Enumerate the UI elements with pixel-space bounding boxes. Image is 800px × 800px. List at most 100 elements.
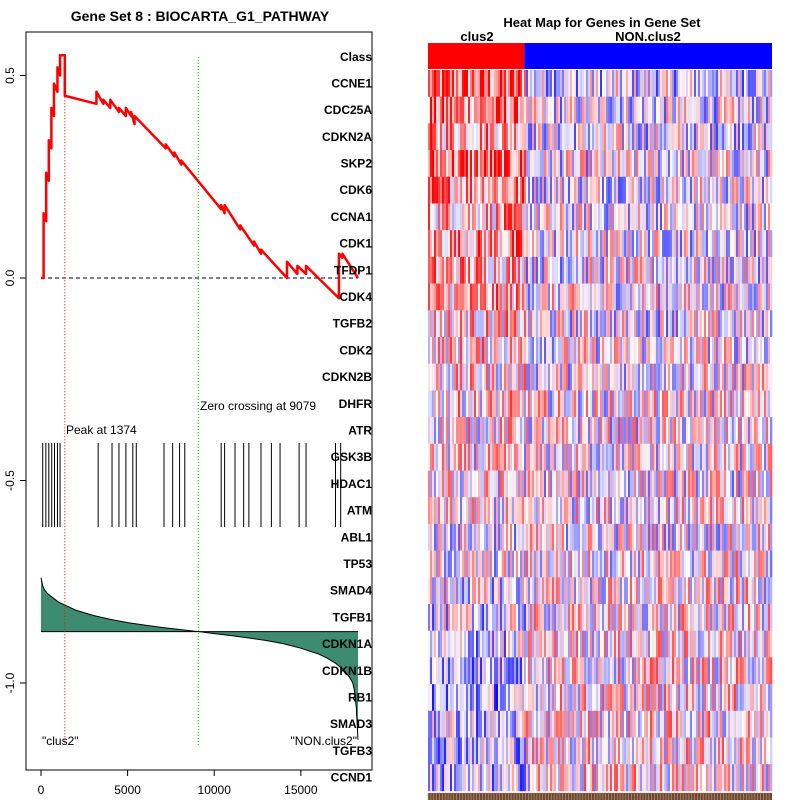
heatmap-cell (452, 256, 455, 284)
heatmap-cell (646, 443, 649, 471)
heatmap-cell (452, 764, 455, 792)
heatmap-cell (732, 283, 735, 311)
heatmap-cell (590, 657, 593, 685)
heatmap-cell (552, 230, 555, 258)
heatmap-cell (714, 764, 717, 792)
heatmap-cell (742, 203, 745, 231)
heatmap-cell (726, 230, 729, 258)
heatmap-cell (626, 337, 629, 364)
heatmap-cell (616, 764, 619, 792)
heatmap-cell (612, 230, 615, 258)
heatmap-cell (724, 657, 727, 685)
heatmap-cell (446, 337, 449, 364)
heatmap-cell (746, 657, 749, 685)
heatmap-cell (680, 390, 683, 418)
heatmap-cell (562, 417, 565, 445)
heatmap-cell (610, 443, 613, 471)
heatmap-cell (610, 577, 613, 605)
heatmap-cell (518, 417, 521, 445)
heatmap-cell (686, 96, 689, 124)
heatmap-cell (652, 283, 655, 311)
heatmap-cell (502, 96, 505, 124)
heatmap-cell (670, 150, 673, 178)
heatmap-cell (550, 630, 553, 658)
heatmap-cell (678, 150, 681, 178)
heatmap-cell (514, 577, 517, 605)
heatmap-cell (520, 176, 523, 204)
heatmap-cell (672, 417, 675, 445)
heatmap-cell (542, 443, 545, 471)
heatmap-cell (688, 417, 691, 445)
heatmap-cell (750, 470, 753, 498)
heatmap-cell (650, 604, 653, 631)
heatmap-cell (578, 417, 581, 445)
heatmap-cell (580, 230, 583, 258)
heatmap-cell (698, 577, 701, 605)
heatmap-cell (676, 230, 679, 258)
heatmap-cell (762, 604, 765, 631)
heatmap-cell (622, 577, 625, 605)
heatmap-cell (770, 737, 773, 765)
heatmap-cell (534, 363, 537, 391)
heatmap-cell (672, 657, 675, 685)
heatmap-cell (562, 70, 565, 97)
heatmap-cell (530, 657, 533, 685)
heatmap-cell (740, 310, 743, 338)
heatmap-cell (542, 737, 545, 765)
heatmap-cell (544, 230, 547, 258)
heatmap-cell (570, 550, 573, 578)
heatmap-cell (732, 523, 735, 551)
heatmap-cell (622, 390, 625, 418)
heatmap-cell (604, 203, 607, 231)
heatmap-cell (442, 684, 445, 712)
heatmap-cell (638, 96, 641, 124)
heatmap-cell (460, 550, 463, 578)
heatmap-cell (692, 684, 695, 712)
heatmap-cell (708, 70, 711, 97)
heatmap-cell (678, 630, 681, 658)
heatmap-cell (682, 337, 685, 364)
heatmap-cell (608, 577, 611, 605)
heatmap-cell (522, 123, 525, 151)
heatmap-cell (452, 176, 455, 204)
heatmap-cell (574, 96, 577, 124)
heatmap-cell (570, 604, 573, 631)
heatmap-cell (642, 657, 645, 685)
heatmap-cell (622, 550, 625, 578)
heatmap-cell (458, 337, 461, 364)
heatmap-cell (466, 230, 469, 258)
heatmap-cell (652, 337, 655, 364)
heatmap-cell (618, 283, 621, 311)
heatmap-cell (584, 176, 587, 204)
heatmap-cell (700, 230, 703, 258)
heatmap-cell (534, 604, 537, 631)
heatmap-cell (694, 390, 697, 418)
heatmap-cell (580, 764, 583, 792)
heatmap-cell (524, 256, 527, 284)
heatmap-cell (760, 70, 763, 97)
heatmap-cell (656, 230, 659, 258)
heatmap-cell (628, 96, 631, 124)
heatmap-cell (472, 523, 475, 551)
heatmap-cell (554, 710, 557, 738)
heatmap-cell (550, 256, 553, 284)
heatmap-cell (730, 550, 733, 578)
heatmap-cell (618, 710, 621, 738)
heatmap-cell (478, 443, 481, 471)
heatmap-cell (476, 390, 479, 418)
heatmap-cell (756, 764, 759, 792)
heatmap-cell (748, 176, 751, 204)
heatmap-cell (474, 230, 477, 258)
heatmap-cell (496, 70, 499, 97)
heatmap-cell (670, 630, 673, 658)
heatmap-cell (754, 337, 757, 364)
heatmap-cell (626, 203, 629, 231)
heatmap-cell (764, 630, 767, 658)
heatmap-cell (432, 310, 435, 338)
heatmap-cell (552, 737, 555, 765)
heatmap-cell (712, 390, 715, 418)
heatmap-cell (578, 497, 581, 525)
heatmap-cell (650, 363, 653, 391)
heatmap-cell (460, 363, 463, 391)
heatmap-cell (564, 96, 567, 124)
